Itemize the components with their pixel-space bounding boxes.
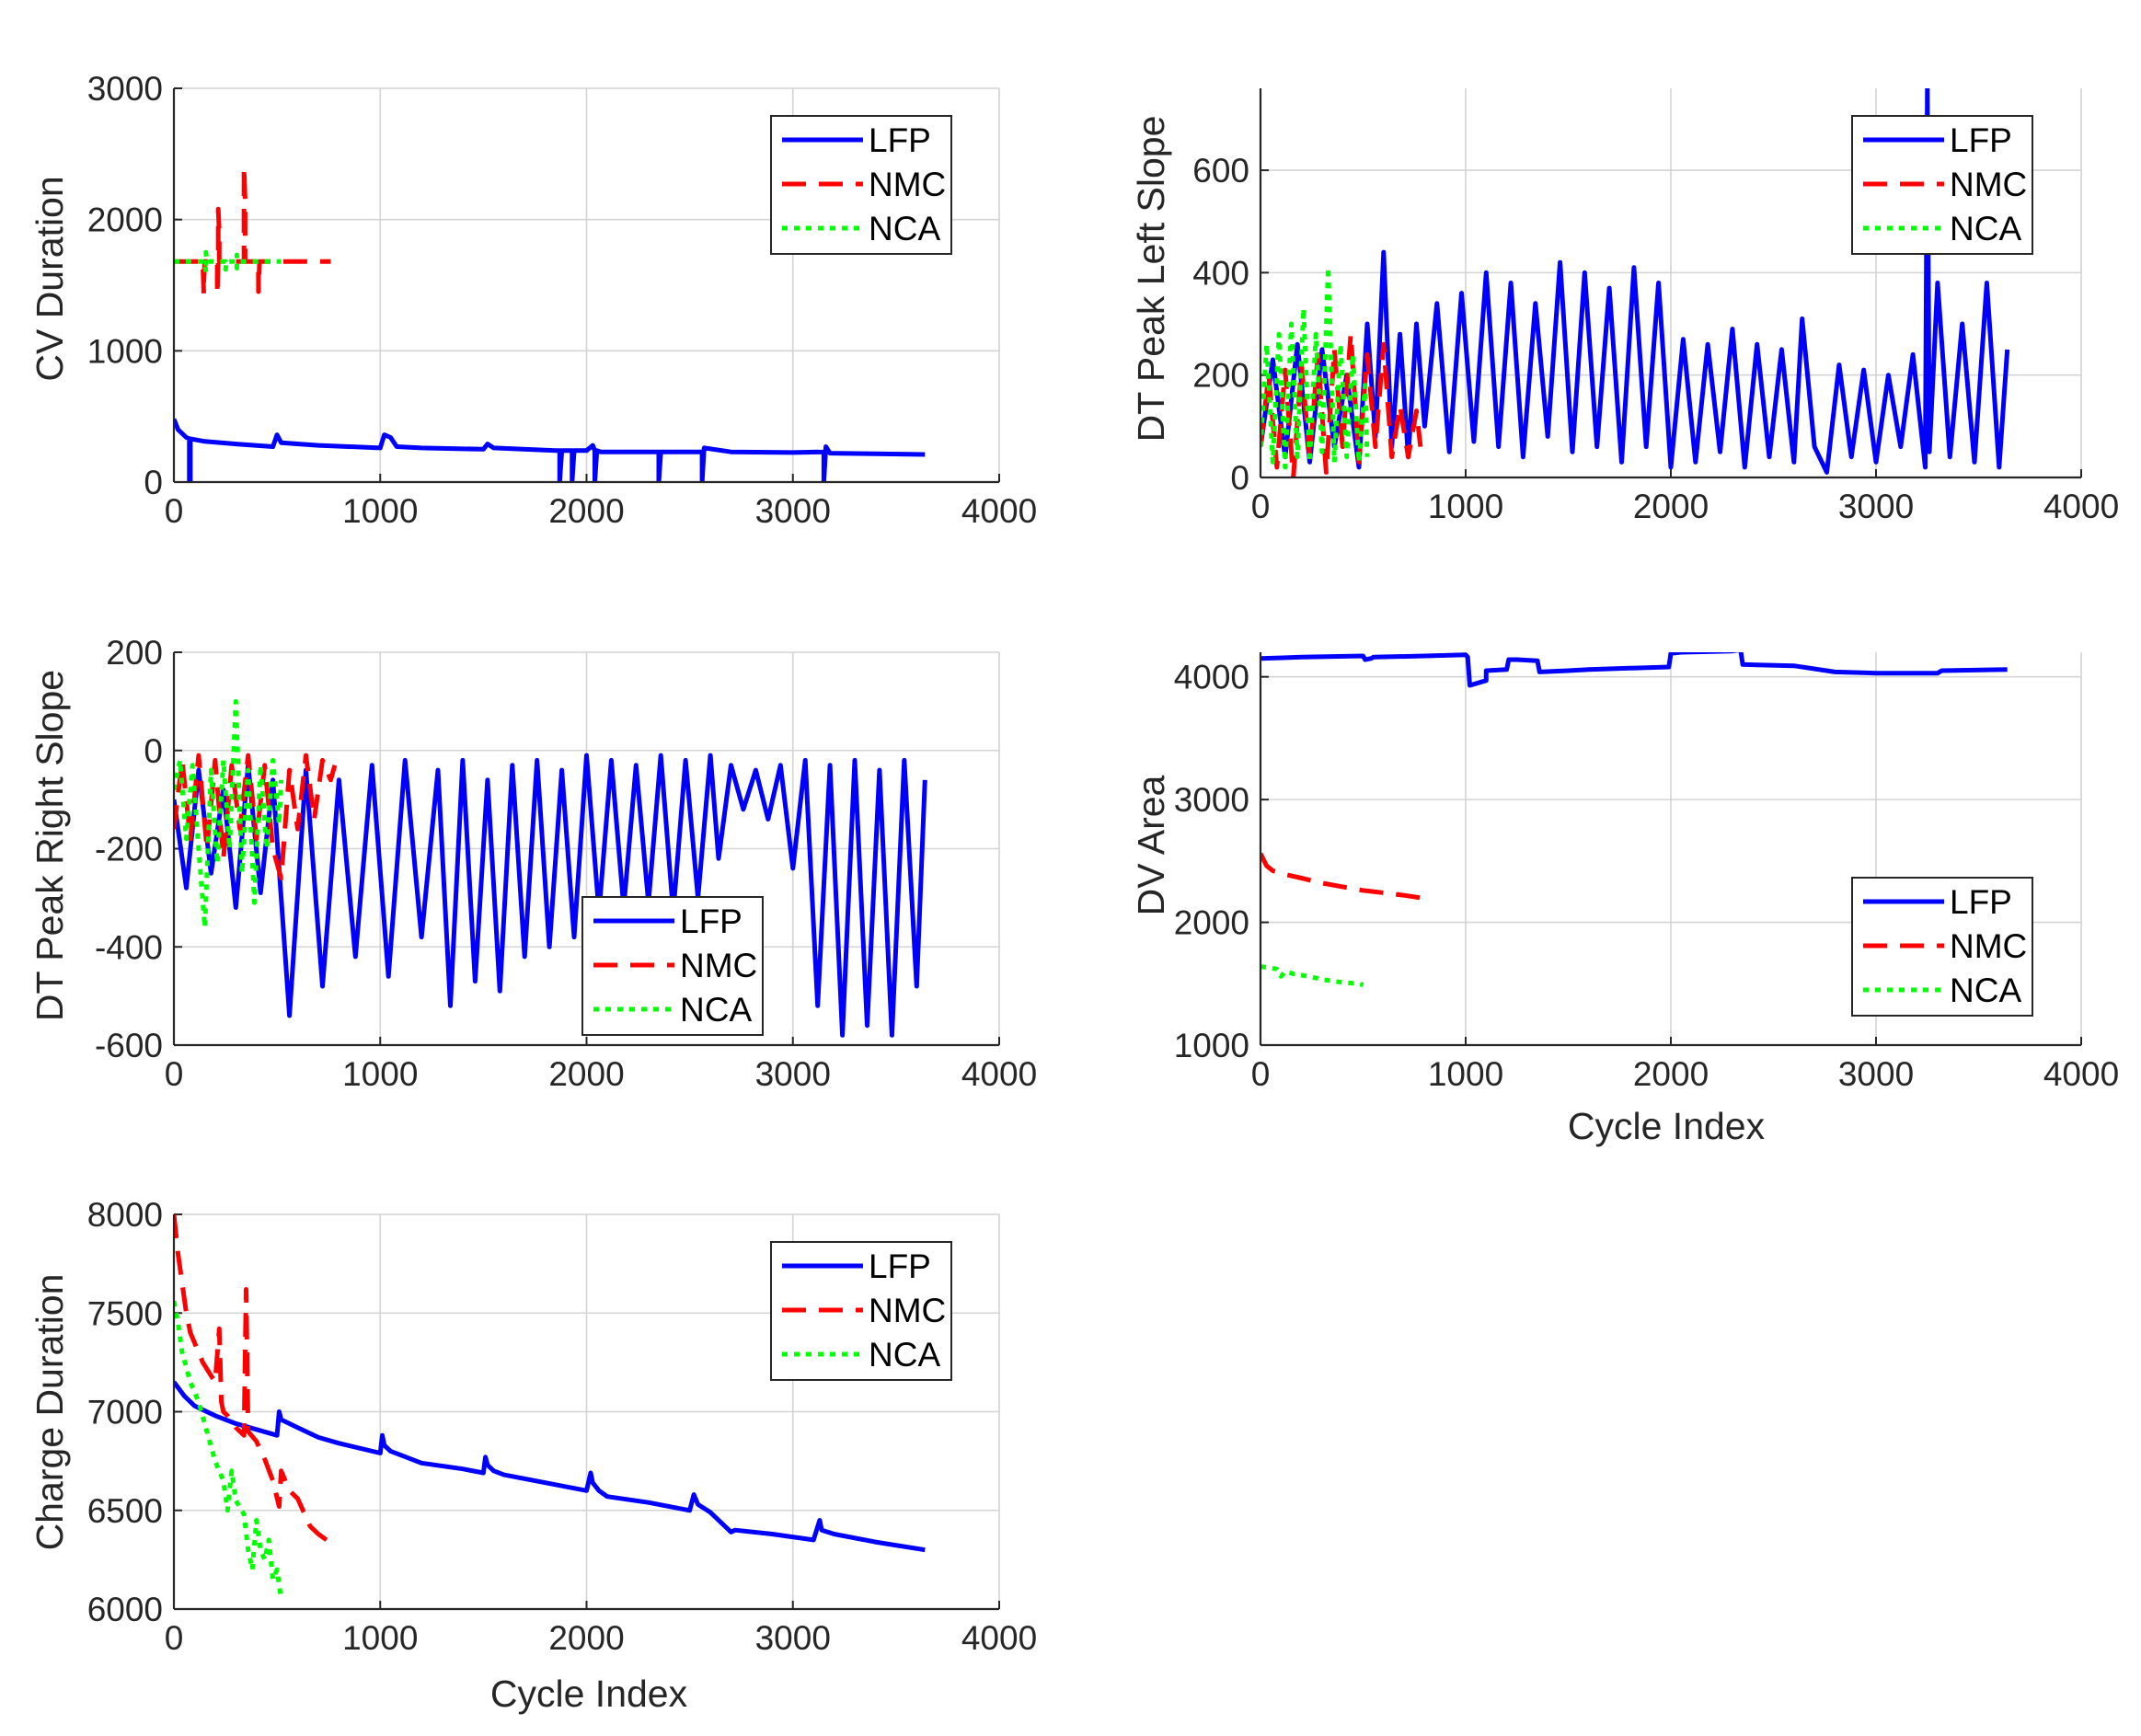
leftslope-xtick-label: 0 [1251,488,1271,525]
charge-series-nmc-line [174,1214,337,1548]
charge-series-nca-line [174,1300,284,1600]
charge-xtick-label: 3000 [755,1619,831,1657]
charge-ytick-label: 6000 [87,1591,163,1628]
cv-ytick-label: 1000 [87,332,163,370]
leftslope-ytick-label: 0 [1230,459,1249,497]
charge-ytick-label: 8000 [87,1196,163,1234]
dvarea-xtick-label: 4000 [2043,1055,2119,1093]
dvarea-panel: DV Area Cycle Index 0 1000 2000 3000 4000100… [1130,652,2119,1147]
dvarea-series-nca-line [1260,964,1364,988]
leftslope-series-lfp-line [1260,88,2010,475]
dvarea-xtick-label: 1000 [1428,1055,1503,1093]
charge-xlabel: Cycle Index [490,1673,688,1715]
rightslope-ytick-label: -200 [95,831,163,868]
charge-ytick-label: 7000 [87,1394,163,1431]
charge-ytick-label: 6500 [87,1492,163,1530]
dvarea-xtick-label: 2000 [1633,1055,1709,1093]
rightslope-panel: DT Peak Right Slope 0 1000 2000 3000 4000-60… [29,634,1037,1093]
rightslope-legend-nmc-label: NMC [680,947,757,984]
leftslope-series-group [1260,88,2010,477]
charge-xtick-label: 1000 [342,1619,418,1657]
dvarea-legend-lfp-label: LFP [1950,883,2012,921]
rightslope-ytick-label: 0 [144,732,163,770]
dvarea-series-group [1260,652,2008,988]
cv-panel: CV Duration 0 1000 2000 3000 4000 0 1000 2000 30… [29,70,1037,530]
dvarea-ytick-label: 2000 [1174,904,1249,942]
cv-xtick-label: 0 [165,492,184,530]
rightslope-legend-nca-label: NCA [680,991,752,1029]
cv-series-lfp-line [174,418,926,482]
rightslope-ylabel: DT Peak Right Slope [29,670,71,1021]
cv-xtick-label: 1000 [342,492,418,530]
leftslope-ytick-label: 600 [1192,152,1249,190]
dvarea-ylabel: DV Area [1130,775,1172,915]
dvarea-xlabel: Cycle Index [1568,1105,1766,1147]
dvarea-legend-nmc-label: NMC [1950,927,2027,965]
cv-xtick-label: 2000 [548,492,624,530]
cv-xtick-label: 3000 [755,492,831,530]
cv-legend-nca-label: NCA [869,210,940,247]
charge-legend: LFP NMC NCA [770,1241,952,1381]
cv-ylabel: CV Duration [29,176,71,381]
cv-series-nmc-line [174,165,331,297]
leftslope-ytick-label: 200 [1192,357,1249,395]
cv-ytick-label: 2000 [87,201,163,239]
rightslope-series-group [174,698,927,1038]
leftslope-legend-nmc-label: NMC [1950,166,2027,203]
rightslope-legend: LFP NMC NCA [581,896,764,1036]
cv-xtick-label: 4000 [961,492,1037,530]
cv-legend-nmc-label: NMC [869,166,946,203]
cv-legend-lfp-label: LFP [869,121,931,159]
cv-ytick-label: 3000 [87,70,163,108]
rightslope-xtick-label: 0 [165,1055,184,1093]
dvarea-xtick-label: 3000 [1838,1055,1914,1093]
leftslope-xtick-label: 4000 [2043,488,2119,525]
dvarea-ytick-label: 4000 [1174,659,1249,696]
leftslope-series-nca-line [1260,265,1370,470]
leftslope-xtick-label: 2000 [1633,488,1709,525]
dvarea-xtick-label: 0 [1251,1055,1271,1093]
charge-xtick-label: 0 [165,1619,184,1657]
leftslope-legend-nca-label: NCA [1950,210,2021,247]
rightslope-xtick-label: 3000 [755,1055,831,1093]
rightslope-series-nmc-line [174,753,338,880]
rightslope-ytick-label: -400 [95,928,163,966]
charge-legend-nmc-label: NMC [869,1292,946,1329]
rightslope-series-nca-line [174,698,284,930]
leftslope-legend: LFP NMC NCA [1851,115,2033,255]
rightslope-xtick-label: 2000 [548,1055,624,1093]
charge-legend-nca-label: NCA [869,1336,940,1374]
leftslope-ytick-label: 400 [1192,254,1249,292]
charge-ytick-label: 7500 [87,1294,163,1332]
charge-xtick-label: 2000 [548,1619,624,1657]
dvarea-series-nmc-line [1260,852,1422,901]
leftslope-ylabel: DT Peak Left Slope [1130,116,1172,443]
leftslope-legend-lfp-label: LFP [1950,121,2012,159]
rightslope-ytick-label: -600 [95,1027,163,1064]
charge-ylabel: Charge Duration [29,1274,71,1551]
dvarea-series-lfp-line [1260,652,2008,688]
leftslope-panel: DT Peak Left Slope 0 1000 2000 3000 4000 0 200… [1130,88,2119,525]
leftslope-xtick-label: 1000 [1428,488,1503,525]
cv-ytick-label: 0 [144,464,163,501]
dvarea-ytick-label: 1000 [1174,1027,1249,1064]
charge-legend-lfp-label: LFP [869,1247,931,1285]
rightslope-xtick-label: 4000 [961,1055,1037,1093]
charge-series-group [174,1214,926,1600]
cv-series-group [174,165,926,482]
leftslope-xtick-label: 3000 [1838,488,1914,525]
dvarea-ytick-label: 3000 [1174,781,1249,819]
rightslope-ytick-label: 200 [106,634,163,672]
cv-series-nca-line [174,249,282,275]
rightslope-legend-lfp-label: LFP [680,902,742,940]
charge-panel: Charge Duration Cycle Index 0 1000 2000 300… [29,1196,1037,1715]
dvarea-legend: LFP NMC NCA [1851,877,2033,1017]
dvarea-legend-nca-label: NCA [1950,971,2021,1009]
rightslope-series-lfp-line [174,753,927,1038]
rightslope-xtick-label: 1000 [342,1055,418,1093]
charge-xtick-label: 4000 [961,1619,1037,1657]
charge-series-lfp-line [174,1380,926,1553]
cv-legend: LFP NMC NCA [770,115,952,255]
